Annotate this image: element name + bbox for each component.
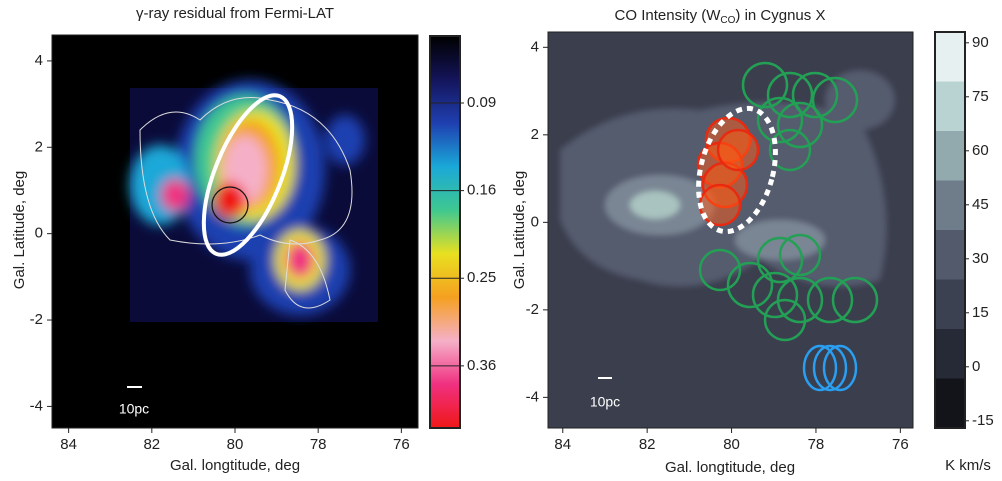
gamma-map xyxy=(52,35,418,428)
y-tick-label: -2 xyxy=(526,301,539,318)
colorbar-band xyxy=(935,131,965,181)
colorbar-tick-label: 90 xyxy=(972,34,989,51)
colorbar-tick-label: 15 xyxy=(972,304,989,321)
x-axis-label: Gal. longtitude, deg xyxy=(665,459,795,476)
scale-label: 10pc xyxy=(590,394,620,410)
colorbar-tick-label: 0.36 xyxy=(467,357,496,374)
colorbar-tick-label: 0.25 xyxy=(467,269,496,286)
title-part: γ-ray residual from Fermi-LAT xyxy=(136,5,334,22)
colorbar-tick-label: 0.09 xyxy=(467,94,496,111)
y-tick-label: -4 xyxy=(526,388,539,405)
colorbar-tick-label: 0 xyxy=(972,358,980,375)
y-tick-label: -2 xyxy=(30,311,43,328)
x-tick-label: 76 xyxy=(393,436,410,453)
colorbar-tick-label: 60 xyxy=(972,142,989,159)
colorbar-tick-label: 30 xyxy=(972,250,989,267)
x-tick-label: 84 xyxy=(60,436,77,453)
chart-title: γ-ray residual from Fermi-LAT xyxy=(136,5,334,22)
colorbar-band xyxy=(935,329,965,379)
chart-title: CO Intensity (WCO) in Cygnus X xyxy=(615,7,826,26)
x-tick-label: 76 xyxy=(892,436,909,453)
figure: 84 82 80 78 76 4 2 0 -2 -4 γ-ray residual from Fer… xyxy=(0,0,1002,481)
y-tick-label: 0 xyxy=(531,213,539,230)
x-tick-label: 82 xyxy=(143,436,160,453)
title-part: CO Intensity (W xyxy=(615,7,722,24)
colorbar-band xyxy=(935,32,965,82)
colorbar-band xyxy=(935,379,965,429)
x-tick-label: 80 xyxy=(227,436,244,453)
colorbar-tick-label: 0.16 xyxy=(467,182,496,199)
y-tick-label: 4 xyxy=(35,52,43,69)
y-tick-label: -4 xyxy=(30,397,43,414)
scale-label: 10pc xyxy=(119,401,149,417)
x-axis-label: Gal. longtitude, deg xyxy=(170,457,300,474)
title-subscript: CO xyxy=(720,15,735,26)
y-tick-label: 4 xyxy=(531,38,539,55)
co-map xyxy=(548,32,913,428)
y-tick-label: 2 xyxy=(35,138,43,155)
x-tick-label: 84 xyxy=(554,436,571,453)
x-tick-label: 78 xyxy=(808,436,825,453)
colorbar-label: K km/s xyxy=(945,457,991,474)
colorbar xyxy=(430,36,460,428)
colorbar-tick-label: -15 xyxy=(972,412,994,429)
x-tick-label: 78 xyxy=(310,436,327,453)
y-tick-label: 2 xyxy=(531,126,539,143)
colorbar-tick-label: 45 xyxy=(972,196,989,213)
colorbar-band xyxy=(935,280,965,330)
y-axis-label: Gal. Latitude, deg xyxy=(511,171,528,289)
colorbar-band xyxy=(935,230,965,280)
x-tick-label: 82 xyxy=(639,436,656,453)
y-tick-label: 0 xyxy=(35,225,43,242)
colorbar-tick-label: 75 xyxy=(972,88,989,105)
x-tick-label: 80 xyxy=(723,436,740,453)
colorbar-band xyxy=(935,181,965,231)
title-part: ) in Cygnus X xyxy=(735,7,825,24)
colorbar-band xyxy=(935,82,965,132)
y-axis-label: Gal. Latitude, deg xyxy=(11,171,28,289)
